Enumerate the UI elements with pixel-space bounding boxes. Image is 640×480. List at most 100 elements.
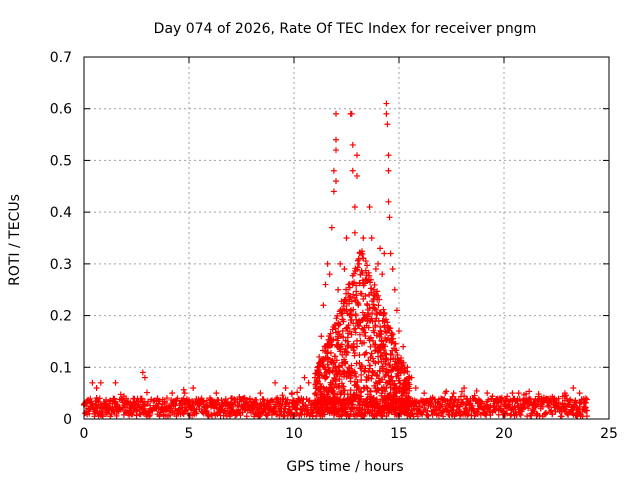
- data-point: [429, 395, 436, 402]
- disturbance-marker: [371, 305, 378, 312]
- data-point: [282, 384, 289, 391]
- disturbance-marker: [348, 298, 355, 305]
- disturbance-marker: [316, 369, 323, 376]
- x-tick-label: 15: [390, 426, 408, 442]
- disturbance-marker: [331, 410, 338, 417]
- noise-marker: [218, 406, 225, 413]
- noise-marker: [234, 402, 241, 409]
- noise-marker: [449, 393, 456, 400]
- data-point: [198, 395, 205, 402]
- disturbance-marker: [363, 384, 370, 391]
- disturbance-marker: [353, 373, 360, 380]
- data-point: [360, 235, 367, 241]
- disturbance-marker: [350, 397, 357, 404]
- data-point: [337, 260, 344, 267]
- x-tick-label: 5: [185, 426, 194, 442]
- disturbance-marker: [365, 368, 372, 375]
- data-point: [370, 286, 377, 293]
- disturbance-marker: [359, 269, 366, 276]
- noise-marker: [158, 404, 165, 411]
- data-point: [85, 405, 92, 412]
- disturbance-marker: [358, 388, 365, 395]
- noise-marker: [525, 405, 532, 412]
- noise-marker: [455, 396, 462, 403]
- noise-marker: [571, 403, 578, 410]
- data-point: [391, 286, 398, 293]
- disturbance-marker: [368, 375, 375, 382]
- disturbance-marker: [405, 410, 412, 417]
- noise-marker: [570, 403, 577, 410]
- data-point: [213, 390, 220, 397]
- noise-marker: [130, 409, 137, 416]
- noise-marker: [546, 403, 553, 410]
- disturbance-marker: [340, 396, 347, 403]
- noise-marker: [297, 410, 304, 417]
- disturbance-marker: [362, 329, 369, 336]
- data-point: [515, 390, 522, 397]
- disturbance-marker: [333, 357, 340, 364]
- data-point: [484, 390, 491, 397]
- data-point: [362, 276, 369, 283]
- disturbance-marker: [374, 385, 381, 392]
- noise-marker: [562, 406, 569, 413]
- disturbance-marker: [367, 334, 374, 341]
- noise-marker: [255, 406, 262, 413]
- disturbance-marker: [361, 350, 368, 357]
- disturbance-marker: [343, 410, 350, 417]
- disturbance-marker: [398, 355, 405, 362]
- data-point: [570, 384, 577, 391]
- data-point: [384, 121, 391, 128]
- disturbance-marker: [349, 398, 356, 405]
- data-point: [354, 152, 360, 159]
- disturbance-marker: [383, 384, 390, 391]
- noise-marker: [306, 397, 313, 404]
- disturbance-marker: [375, 387, 382, 394]
- data-point: [312, 374, 318, 381]
- disturbance-marker: [382, 316, 389, 323]
- data-point: [379, 271, 386, 278]
- noise-marker: [469, 405, 476, 412]
- disturbance-marker: [374, 288, 381, 295]
- disturbance-marker: [333, 378, 339, 385]
- data-point: [358, 250, 365, 257]
- data-point: [375, 260, 381, 267]
- noise-marker: [246, 396, 253, 403]
- y-tick-label: 0.6: [50, 102, 72, 118]
- noise-marker: [260, 396, 267, 403]
- disturbance-marker: [342, 360, 349, 367]
- noise-marker: [522, 403, 528, 410]
- disturbance-marker: [327, 349, 334, 356]
- data-point: [322, 281, 329, 288]
- noise-marker: [548, 407, 555, 414]
- disturbance-marker: [382, 350, 389, 357]
- disturbance-marker: [387, 325, 394, 332]
- disturbance-marker: [346, 284, 353, 291]
- disturbance-marker: [335, 328, 342, 335]
- noise-marker: [259, 409, 266, 416]
- noise-marker: [299, 399, 306, 406]
- disturbance-marker: [382, 360, 389, 367]
- data-point: [240, 395, 247, 402]
- data-point: [112, 379, 119, 386]
- noise-marker: [305, 398, 312, 405]
- data-point: [328, 224, 335, 231]
- data-point: [366, 203, 373, 210]
- noise-marker: [492, 407, 499, 414]
- disturbance-marker: [379, 344, 386, 351]
- disturbance-marker: [334, 312, 341, 319]
- noise-marker: [147, 411, 154, 418]
- data-point: [386, 214, 393, 221]
- y-tick-label: 0: [63, 412, 72, 428]
- disturbance-marker: [405, 402, 412, 409]
- disturbance-marker: [327, 335, 334, 342]
- disturbance-marker: [388, 332, 395, 339]
- noise-marker: [424, 412, 431, 419]
- disturbance-marker: [372, 322, 379, 329]
- data-point: [272, 379, 279, 386]
- noise-marker: [180, 411, 187, 418]
- noise-marker: [182, 407, 189, 414]
- noise-marker: [489, 393, 496, 400]
- noise-marker: [99, 413, 106, 420]
- disturbance-marker: [347, 387, 354, 394]
- disturbance-marker: [359, 401, 366, 408]
